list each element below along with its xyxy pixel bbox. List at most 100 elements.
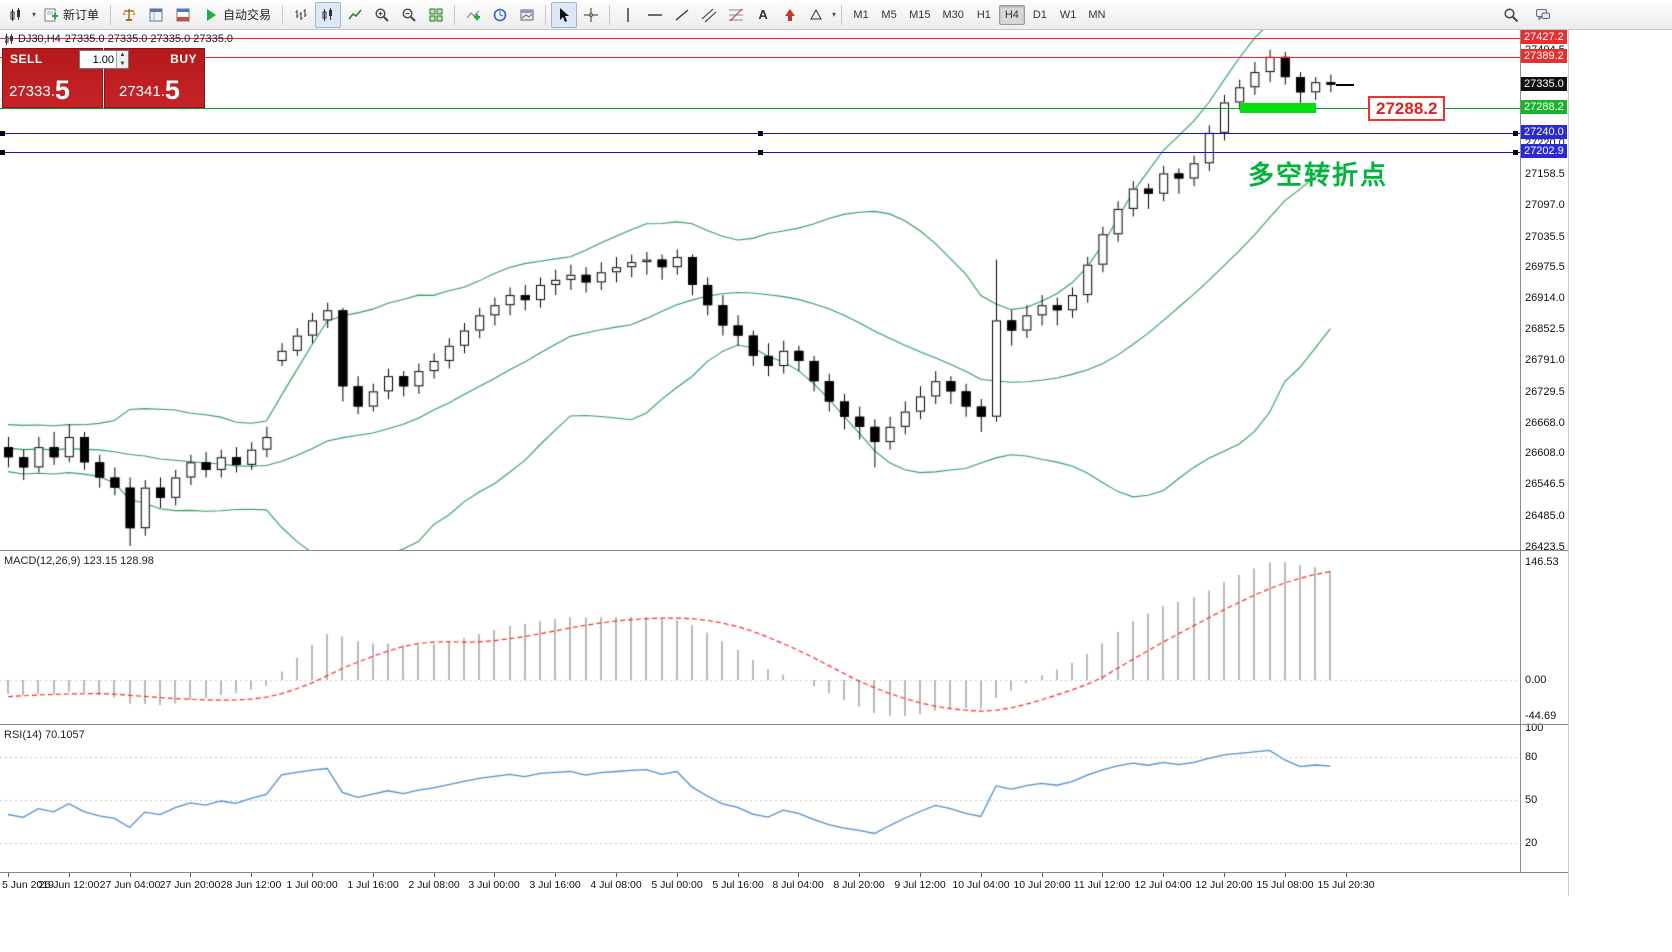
- timeframe-toolbar: M1 M5 M15 M30 H1 H4 D1 W1 MN: [847, 4, 1111, 25]
- vertical-line-tool-icon[interactable]: [615, 2, 641, 28]
- rsi-label: RSI(14) 70.1057: [4, 729, 85, 741]
- time-label: 12 Jul 04:00: [1134, 879, 1192, 891]
- data-window-icon[interactable]: [143, 2, 169, 28]
- support-line-green[interactable]: [0, 108, 1520, 109]
- chat-icon[interactable]: [1530, 2, 1556, 28]
- timeframe-mn[interactable]: MN: [1083, 5, 1110, 25]
- time-tick: [1224, 873, 1225, 877]
- channel-tool-icon[interactable]: [696, 2, 722, 28]
- price-axis[interactable]: 27404.527220.027158.527097.027035.526975…: [1521, 30, 1621, 873]
- macd-axis-tick: 146.53: [1525, 556, 1559, 568]
- rsi-pane-separator[interactable]: [0, 724, 1568, 725]
- cursor-icon[interactable]: [551, 1, 578, 28]
- price-tick: 26852.5: [1525, 323, 1565, 336]
- time-label: 5 Jul 16:00: [712, 879, 764, 891]
- hline-blue-2-handle[interactable]: [0, 150, 5, 155]
- resistance-line-1[interactable]: [0, 38, 1520, 39]
- price-level-label: 27427.2: [1521, 30, 1567, 44]
- fibonacci-tool-icon[interactable]: [723, 2, 749, 28]
- turning-point-annotation[interactable]: 多空转折点: [1248, 160, 1389, 190]
- price-tick: 26668.0: [1525, 416, 1565, 429]
- volume-box: ▲ ▼: [79, 50, 129, 69]
- templates-icon[interactable]: [514, 2, 540, 28]
- timeframe-m1[interactable]: M1: [848, 5, 874, 25]
- cycles-icon[interactable]: [487, 2, 513, 28]
- terminal-icon[interactable]: [170, 2, 196, 28]
- timeframe-w1[interactable]: W1: [1055, 5, 1082, 25]
- volume-up-icon[interactable]: ▲: [117, 51, 128, 60]
- time-label: 3 Jul 00:00: [468, 879, 520, 891]
- bar-chart-icon[interactable]: [288, 2, 314, 28]
- timeframe-h1[interactable]: H1: [971, 5, 997, 25]
- price-level-label: 27240.0: [1521, 124, 1567, 139]
- time-label: 5 Jul 00:00: [651, 879, 703, 891]
- trendline-tool-icon[interactable]: [669, 2, 695, 28]
- time-label: 1 Jul 00:00: [286, 879, 338, 891]
- time-axis[interactable]: 5 Jun 2019 26 Jun 12:00 27 Jun 04:00 27 Jun…: [0, 873, 1568, 897]
- time-tick: [312, 873, 313, 877]
- time-axis-separator: [0, 872, 1568, 873]
- hline-blue-1-handle[interactable]: [1513, 131, 1518, 136]
- shapes-tool-caret-icon[interactable]: ▾: [832, 10, 837, 19]
- timeframe-m5[interactable]: M5: [876, 5, 902, 25]
- volume-spinner: ▲ ▼: [116, 51, 128, 68]
- market-watch-icon[interactable]: [116, 2, 142, 28]
- resistance-line-2[interactable]: [0, 57, 1520, 58]
- price-tick: 27097.0: [1525, 199, 1565, 212]
- new-chart-caret-icon[interactable]: ▾: [32, 10, 37, 19]
- price-callout-label[interactable]: 27288.2: [1368, 96, 1446, 121]
- macd-values: 123.15 128.98: [83, 555, 154, 567]
- candlestick-chart-icon[interactable]: [315, 1, 342, 28]
- tile-windows-icon[interactable]: [423, 2, 449, 28]
- time-label: 27 Jun 04:00: [99, 879, 161, 891]
- timeframe-m30[interactable]: M30: [937, 5, 968, 25]
- macd-canvas[interactable]: [0, 552, 1520, 724]
- volume-input[interactable]: [80, 51, 116, 68]
- sell-price: 27333. 5: [9, 75, 70, 105]
- text-tool-icon[interactable]: A: [758, 7, 768, 22]
- time-tick: [373, 873, 374, 877]
- sell-label: SELL: [10, 52, 43, 66]
- timeframe-m15[interactable]: M15: [904, 5, 935, 25]
- zoom-in-icon[interactable]: [369, 2, 395, 28]
- time-tick: [69, 873, 70, 877]
- timeframe-h4[interactable]: H4: [998, 4, 1025, 25]
- new-order-button[interactable]: 新订单: [37, 3, 105, 27]
- time-tick: [555, 873, 556, 877]
- volume-down-icon[interactable]: ▼: [117, 59, 128, 68]
- search-icon[interactable]: [1498, 2, 1524, 28]
- rsi-axis-tick: 50: [1525, 794, 1538, 806]
- hline-blue-2-handle[interactable]: [1513, 150, 1518, 155]
- hline-blue-1-handle[interactable]: [758, 131, 763, 136]
- autotrading-button[interactable]: 自动交易: [197, 3, 277, 27]
- price-level-label: 27335.0: [1521, 76, 1567, 91]
- macd-pane-separator[interactable]: [0, 550, 1568, 551]
- arrows-tool-icon[interactable]: [777, 2, 803, 28]
- price-tick: 26729.5: [1525, 385, 1565, 398]
- timeframe-d1[interactable]: D1: [1027, 5, 1053, 25]
- rsi-axis-tick: 80: [1525, 750, 1538, 763]
- indicators-add-icon[interactable]: [460, 2, 486, 28]
- price-tick: 27035.5: [1525, 230, 1565, 243]
- crosshair-icon[interactable]: [578, 2, 604, 28]
- time-label: 9 Jul 12:00: [894, 879, 946, 891]
- time-label: 10 Jul 20:00: [1013, 879, 1071, 891]
- rsi-canvas[interactable]: [0, 726, 1520, 872]
- hline-blue-1-handle[interactable]: [0, 131, 5, 136]
- time-label: 3 Jul 16:00: [529, 879, 581, 891]
- time-tick: [798, 873, 799, 877]
- hline-blue-2-handle[interactable]: [758, 150, 763, 155]
- price-chart-canvas[interactable]: [0, 30, 1520, 550]
- zoom-out-icon[interactable]: [396, 2, 422, 28]
- time-tick: [616, 873, 617, 877]
- line-chart-icon[interactable]: [342, 2, 368, 28]
- price-tick: 26485.0: [1525, 509, 1565, 522]
- time-tick: [920, 873, 921, 877]
- time-tick: [859, 873, 860, 877]
- horizontal-line-tool-icon[interactable]: [642, 2, 668, 28]
- new-chart-icon[interactable]: [4, 2, 30, 28]
- support-zone-highlight[interactable]: [1240, 103, 1316, 113]
- shapes-tool-icon[interactable]: [804, 2, 830, 28]
- chart-ohlc-values: 27335.0 27335.0 27335.0 27335.0: [64, 33, 234, 45]
- time-label: 5 Jun 2019: [2, 879, 54, 891]
